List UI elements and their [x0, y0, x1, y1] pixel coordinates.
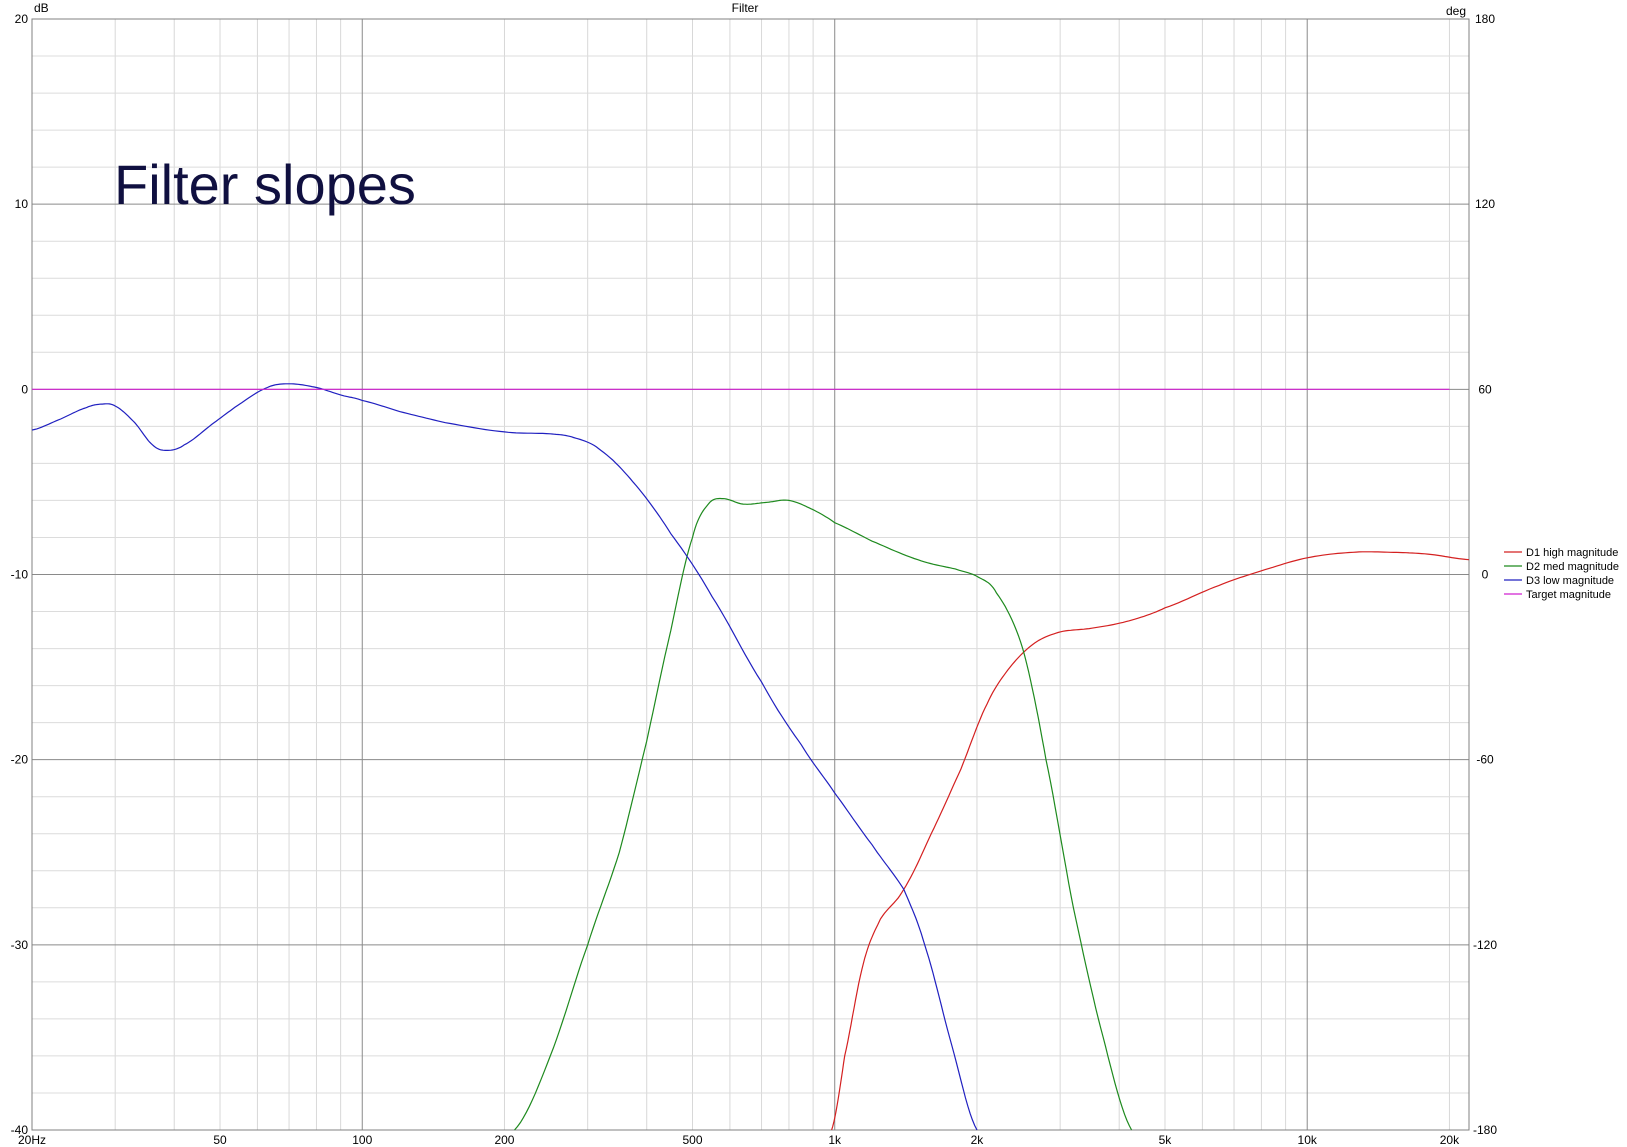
y-tick-label: 10	[15, 197, 29, 211]
legend: D1 high magnitude D2 med magnitude D3 low …	[1504, 547, 1619, 601]
y-tick-label: -10	[11, 568, 29, 582]
x-tick-label: 1k	[828, 1133, 842, 1147]
x-tick-label: 20Hz	[18, 1133, 46, 1147]
y2-tick-label: 60	[1478, 382, 1492, 396]
chart-title: Filter	[732, 1, 759, 15]
plot-frame	[31, 18, 1470, 1131]
y2-tick-label: -180	[1473, 1123, 1497, 1137]
legend-label: D1 high magnitude	[1526, 547, 1618, 559]
y-tick-label: -30	[11, 938, 29, 952]
legend-label: D2 med magnitude	[1526, 561, 1619, 573]
y-tick-label: 0	[21, 382, 28, 396]
y-axis-right-tick-labels: 180 120 60 0 -60 -120 -180	[1473, 12, 1497, 1137]
series-lines	[31, 383, 1470, 1131]
y-axis-left-unit: dB	[34, 1, 49, 15]
y-tick-label: 20	[15, 12, 29, 26]
x-tick-label: 200	[494, 1133, 514, 1147]
x-tick-label: 500	[682, 1133, 702, 1147]
y-axis-left-tick-labels: 20 10 0 -10 -20 -30 -40	[11, 12, 29, 1137]
series-line-3	[31, 383, 978, 1131]
x-axis-tick-labels: 20Hz 50 100 200 500 1k 2k 5k 10k 20k	[18, 1133, 1460, 1147]
series-line-2	[514, 497, 1133, 1131]
y2-tick-label: 120	[1475, 197, 1495, 211]
series-line-1	[831, 551, 1470, 1131]
x-tick-label: 5k	[1159, 1133, 1173, 1147]
legend-label: D3 low magnitude	[1526, 575, 1614, 587]
x-tick-label: 50	[213, 1133, 227, 1147]
x-tick-label: 20k	[1440, 1133, 1460, 1147]
y2-tick-label: -120	[1473, 938, 1497, 952]
x-tick-label: 100	[352, 1133, 372, 1147]
legend-label: Target magnitude	[1526, 589, 1611, 601]
y-tick-label: -20	[11, 753, 29, 767]
y2-tick-label: 180	[1475, 12, 1495, 26]
annotation-filter-slopes: Filter slopes	[114, 153, 416, 216]
y2-tick-label: -60	[1476, 753, 1494, 767]
x-tick-label: 2k	[971, 1133, 985, 1147]
x-tick-label: 10k	[1298, 1133, 1318, 1147]
y-axis-right-unit: deg	[1446, 4, 1466, 18]
y2-tick-label: 0	[1482, 568, 1489, 582]
y-tick-label: -40	[11, 1123, 29, 1137]
